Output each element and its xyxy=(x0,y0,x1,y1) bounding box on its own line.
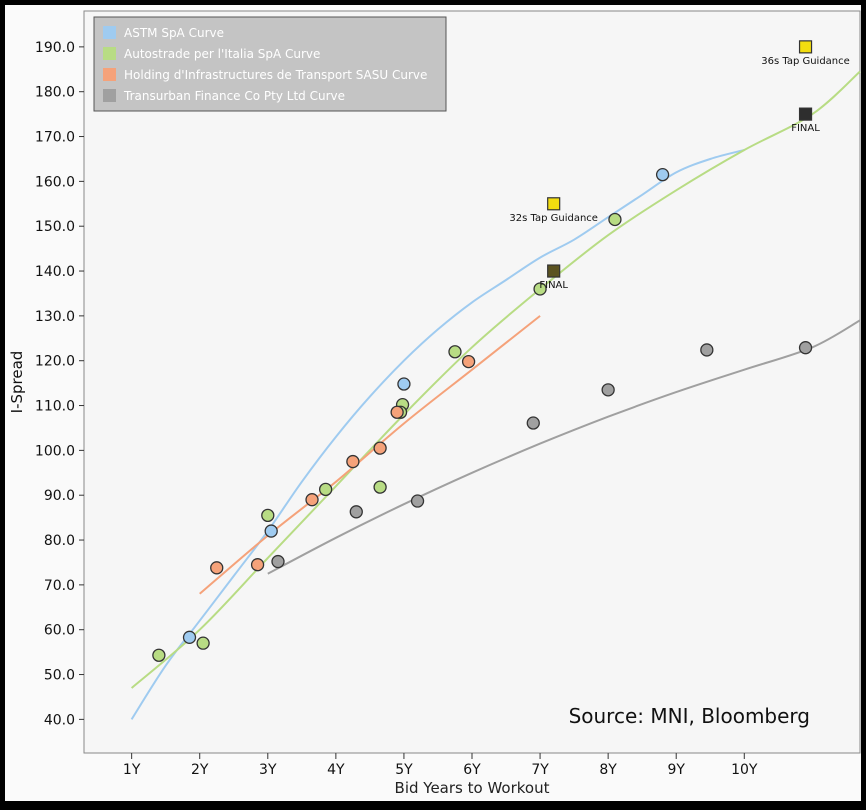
data-point-3[interactable] xyxy=(526,416,540,430)
curve-line-2 xyxy=(199,315,541,595)
data-point-2[interactable] xyxy=(305,493,319,507)
y-tick-label: 190.0 xyxy=(35,40,75,56)
legend[interactable]: ASTM SpA Curve Autostrade per l'Italia Sp… xyxy=(93,16,447,112)
data-point-0[interactable] xyxy=(397,377,411,391)
data-point-0[interactable] xyxy=(655,167,670,182)
legend-entry[interactable]: Holding d'Infrastructures de Transport S… xyxy=(124,68,427,82)
data-point-1[interactable] xyxy=(261,508,275,523)
x-tick-label: 7Y xyxy=(531,762,549,778)
x-tick-label: 3Y xyxy=(259,762,277,778)
data-point-0[interactable] xyxy=(182,630,197,644)
y-tick-label: 80.0 xyxy=(44,533,75,549)
x-axis-title: Bid Years to Workout xyxy=(395,779,550,797)
data-point-1[interactable] xyxy=(373,480,387,494)
y-tick-label: 150.0 xyxy=(35,219,75,235)
y-tick-label: 170.0 xyxy=(35,130,75,146)
data-point-1[interactable] xyxy=(533,282,547,296)
y-tick-label: 130.0 xyxy=(35,309,75,325)
data-point-0[interactable] xyxy=(264,524,278,538)
x-tick-label: 10Y xyxy=(731,762,758,778)
legend-swatch xyxy=(103,47,116,60)
data-point-3[interactable] xyxy=(271,554,285,569)
x-tick-label: 2Y xyxy=(191,762,209,778)
x-tick-label: 5Y xyxy=(395,762,413,778)
data-point-2[interactable] xyxy=(390,405,404,419)
legend-swatch xyxy=(103,26,116,39)
curve-line-0 xyxy=(130,149,745,720)
data-point-1[interactable] xyxy=(152,648,166,662)
data-points xyxy=(152,167,813,662)
data-point-2[interactable] xyxy=(210,561,224,575)
data-point-3[interactable] xyxy=(798,341,813,355)
x-tick-label: 6Y xyxy=(463,762,481,778)
data-point-2[interactable] xyxy=(373,441,387,455)
legend-entry[interactable]: ASTM SpA Curve xyxy=(124,26,224,40)
data-point-2[interactable] xyxy=(250,558,265,572)
legend-swatch xyxy=(103,68,116,81)
x-tick-label: 8Y xyxy=(599,762,617,778)
y-tick-label: 120.0 xyxy=(35,354,75,370)
plot-area xyxy=(83,10,861,754)
annotation-marker[interactable] xyxy=(798,40,813,54)
y-tick-label: 160.0 xyxy=(35,174,75,190)
annotation-label: 36s Tap Guidance xyxy=(761,56,850,67)
data-point-1[interactable] xyxy=(196,636,210,650)
x-tick-label: 4Y xyxy=(327,762,345,778)
data-point-2[interactable] xyxy=(346,454,360,469)
annotation-marker[interactable] xyxy=(547,197,561,211)
y-tick-label: 180.0 xyxy=(35,85,75,101)
annotation-marker[interactable] xyxy=(798,107,813,121)
y-tick-label: 90.0 xyxy=(44,488,75,504)
y-tick-label: 140.0 xyxy=(35,264,75,280)
source-label: Source: MNI, Bloomberg xyxy=(569,704,810,728)
x-tick-label: 9Y xyxy=(667,762,685,778)
axes: 40.0 50.0 60.0 70.0 80.0 90.0 100.0 110.0 120.0 1… xyxy=(35,40,758,778)
data-point-1[interactable] xyxy=(318,482,333,497)
data-point-3[interactable] xyxy=(349,505,363,519)
data-point-3[interactable] xyxy=(410,494,425,508)
data-point-3[interactable] xyxy=(700,343,714,357)
y-tick-label: 70.0 xyxy=(44,578,75,594)
x-tick-label: 1Y xyxy=(123,762,141,778)
y-tick-label: 50.0 xyxy=(44,668,75,684)
annotation-label: 32s Tap Guidance xyxy=(509,213,598,224)
data-point-1[interactable] xyxy=(448,345,462,359)
legend-entry[interactable]: Autostrade per l'Italia SpA Curve xyxy=(124,47,320,61)
legend-box xyxy=(93,16,447,112)
y-tick-label: 40.0 xyxy=(44,712,75,728)
data-point-3[interactable] xyxy=(601,383,615,397)
annotations: 32s Tap Guidance FINAL 36s Tap Guidance FIN… xyxy=(509,40,850,291)
data-point-2[interactable] xyxy=(461,354,476,369)
curve-line-3 xyxy=(267,319,861,575)
annotation-label: FINAL xyxy=(791,123,820,134)
y-tick-label: 110.0 xyxy=(35,399,75,415)
annotation-marker[interactable] xyxy=(547,264,561,278)
legend-swatch xyxy=(103,89,116,102)
data-point-1[interactable] xyxy=(608,212,622,227)
y-axis-title: I-Spread xyxy=(8,351,26,414)
annotation-label: FINAL xyxy=(539,280,568,291)
y-tick-label: 60.0 xyxy=(44,623,75,639)
legend-entry[interactable]: Transurban Finance Co Pty Ltd Curve xyxy=(123,89,345,103)
y-tick-label: 100.0 xyxy=(35,443,75,459)
